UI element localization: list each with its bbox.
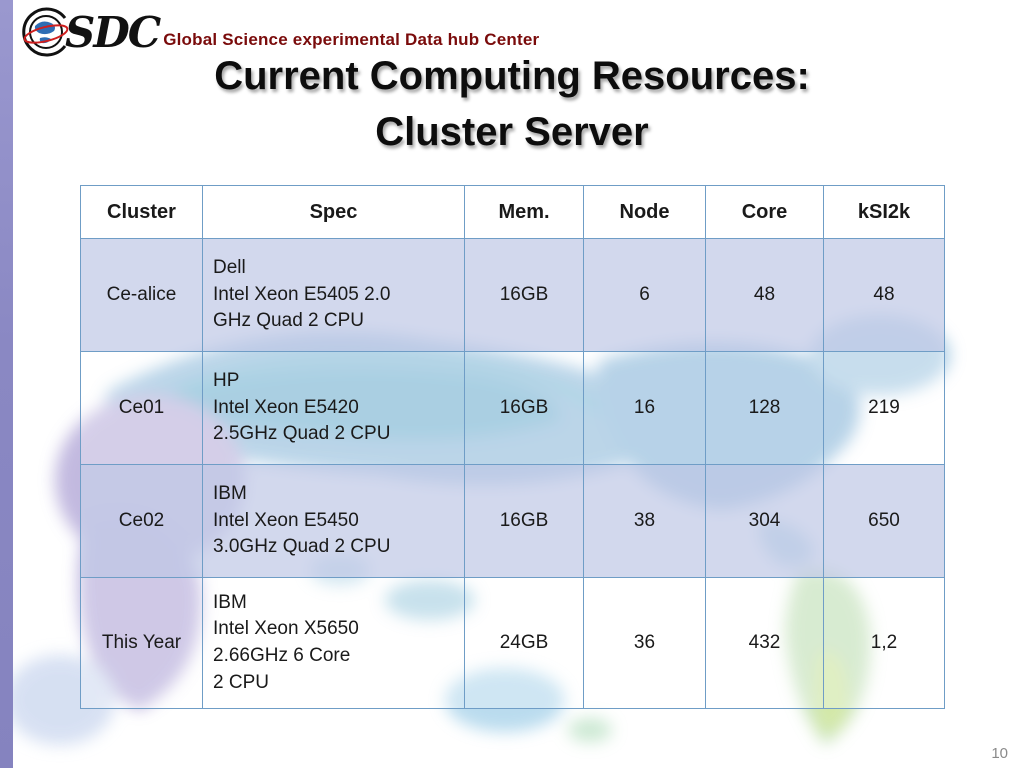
logo-text: SDC — [65, 8, 161, 57]
gsdc-logo: SDC — [13, 2, 161, 60]
globe-icon — [22, 7, 69, 57]
cell-spec: IBM Intel Xeon E5450 3.0GHz Quad 2 CPU — [202, 464, 465, 578]
cell-core: 128 — [705, 351, 824, 465]
org-name: Global Science experimental Data hub Cen… — [163, 30, 540, 49]
slide-header: SDC Global Science experimental Data hub… — [13, 0, 1024, 60]
col-header-cluster: Cluster — [80, 185, 203, 239]
cell-cluster: Ce02 — [80, 464, 203, 578]
table-row-ce-alice: Ce-alice Dell Intel Xeon E5405 2.0 GHz Q… — [80, 238, 945, 352]
slide-title: Current Computing Resources: Cluster Ser… — [0, 48, 1024, 160]
cell-mem: 16GB — [464, 351, 584, 465]
cell-node: 36 — [583, 577, 706, 709]
cell-node: 6 — [583, 238, 706, 352]
page-number: 10 — [991, 745, 1008, 762]
left-accent-bar — [0, 0, 13, 768]
cell-mem: 16GB — [464, 238, 584, 352]
cell-cluster: Ce-alice — [80, 238, 203, 352]
cell-ksi2k: 1,2 — [823, 577, 945, 709]
col-header-node: Node — [583, 185, 706, 239]
col-header-ksi2k: kSI2k — [823, 185, 945, 239]
cell-cluster: This Year — [80, 577, 203, 709]
cell-spec: Dell Intel Xeon E5405 2.0 GHz Quad 2 CPU — [202, 238, 465, 352]
cell-core: 432 — [705, 577, 824, 709]
cell-core: 48 — [705, 238, 824, 352]
cell-mem: 16GB — [464, 464, 584, 578]
table-row-ce02: Ce02 IBM Intel Xeon E5450 3.0GHz Quad 2 … — [80, 464, 945, 578]
cell-node: 38 — [583, 464, 706, 578]
table-header-row: Cluster Spec Mem. Node Core kSI2k — [80, 185, 945, 239]
title-line2: Cluster Server — [375, 110, 649, 154]
col-header-mem: Mem. — [464, 185, 584, 239]
cell-ksi2k: 48 — [823, 238, 945, 352]
title-line1: Current Computing Resources: — [214, 54, 810, 98]
cell-ksi2k: 650 — [823, 464, 945, 578]
cluster-table: Cluster Spec Mem. Node Core kSI2k Ce-ali… — [80, 185, 945, 709]
cell-ksi2k: 219 — [823, 351, 945, 465]
col-header-core: Core — [705, 185, 824, 239]
table-row-this-year: This Year IBM Intel Xeon X5650 2.66GHz 6… — [80, 577, 945, 709]
cell-node: 16 — [583, 351, 706, 465]
col-header-spec: Spec — [202, 185, 465, 239]
cell-spec: IBM Intel Xeon X5650 2.66GHz 6 Core 2 CP… — [202, 577, 465, 709]
cell-cluster: Ce01 — [80, 351, 203, 465]
cell-mem: 24GB — [464, 577, 584, 709]
cell-core: 304 — [705, 464, 824, 578]
table-row-ce01: Ce01 HP Intel Xeon E5420 2.5GHz Quad 2 C… — [80, 351, 945, 465]
cell-spec: HP Intel Xeon E5420 2.5GHz Quad 2 CPU — [202, 351, 465, 465]
